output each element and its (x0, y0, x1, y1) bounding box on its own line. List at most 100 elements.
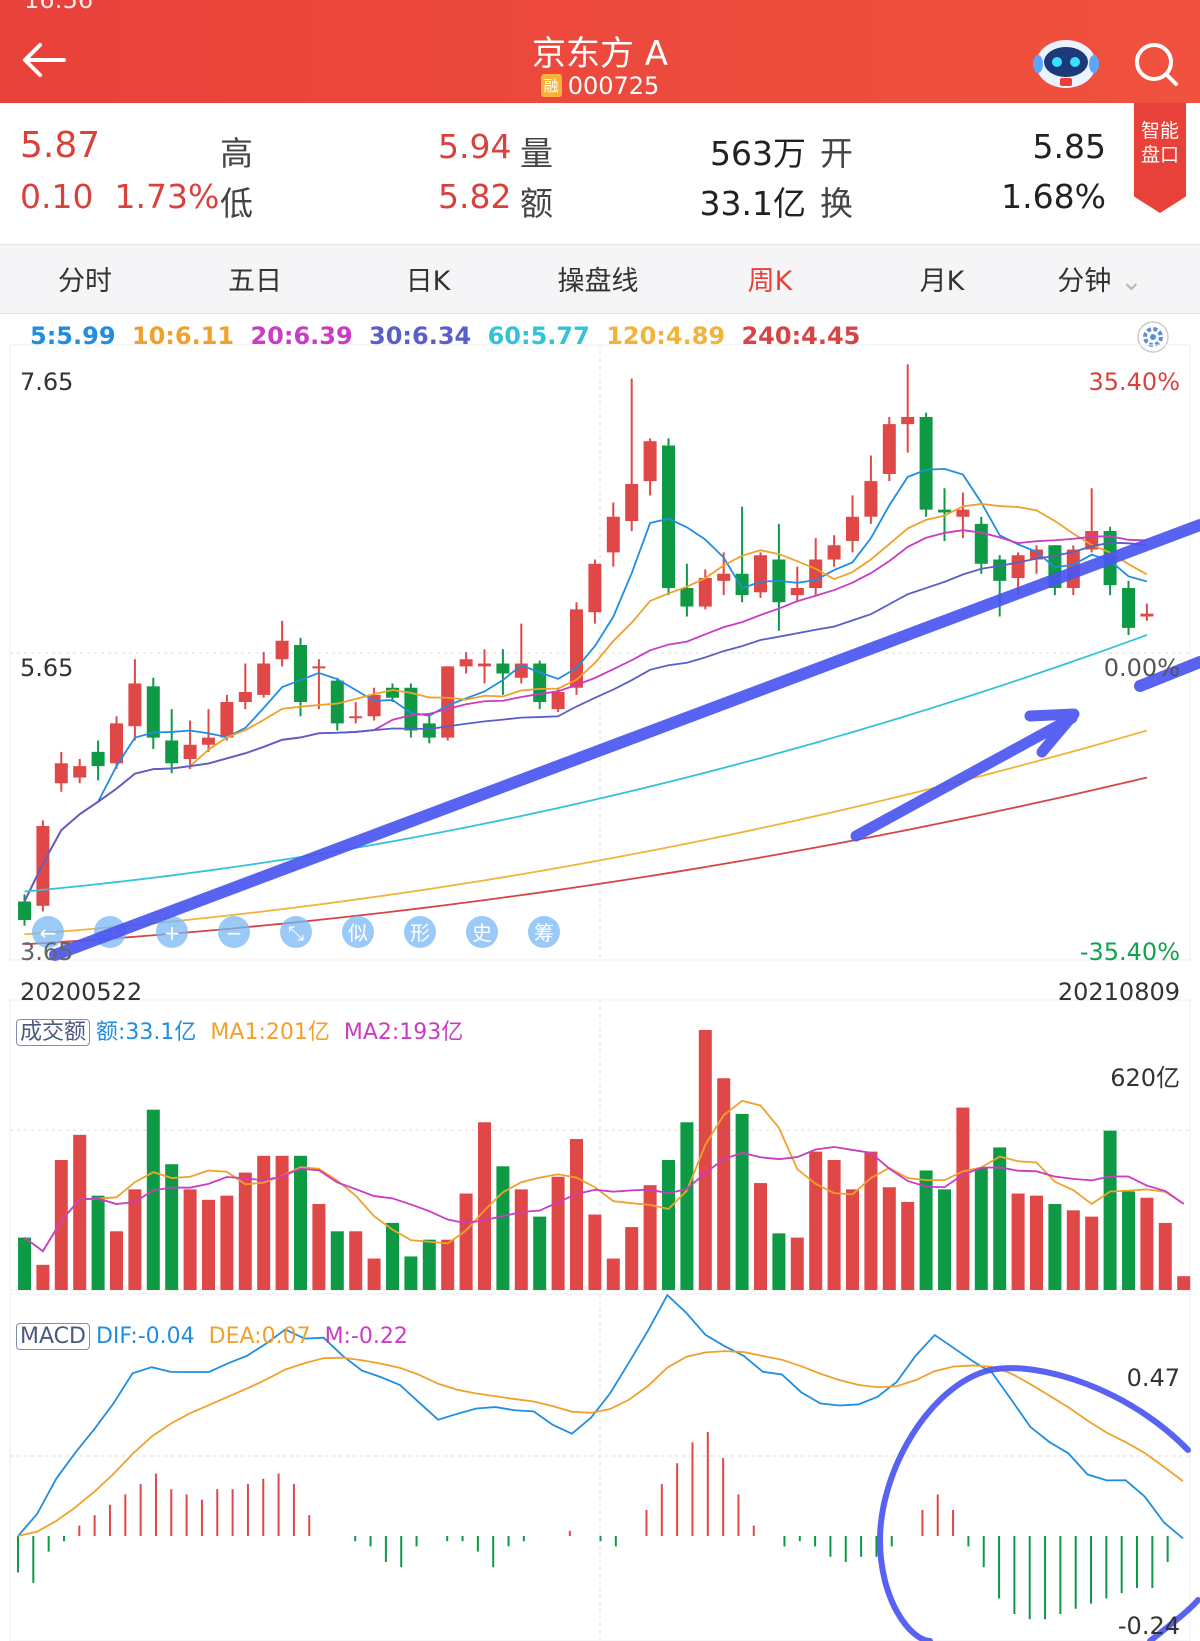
macd-dea: DEA:0.07 (208, 1324, 311, 1349)
macd-legend: MACD DIF:-0.04 DEA:0.07 M:-0.22 (16, 1323, 408, 1350)
chart-tool-button (528, 916, 560, 948)
candle (882, 424, 896, 474)
amount-ma-line (23, 1099, 1185, 1253)
candle (551, 692, 565, 710)
header-bar: 16:56 京东方 A 融 000725 (0, 0, 1200, 103)
ma-line (23, 529, 1147, 902)
amount-bar (183, 1189, 197, 1290)
amount-bar (1030, 1195, 1043, 1290)
drawn-circle-tail (1147, 1597, 1200, 1641)
pct-axis-mid: 0.00% (1103, 654, 1180, 682)
amount-bar (459, 1193, 473, 1290)
chart-tool-button (32, 916, 64, 948)
candle (938, 509, 951, 513)
chart-tool-glyph: ← (40, 921, 57, 945)
search-icon[interactable] (1132, 40, 1180, 88)
amount-bar (754, 1183, 767, 1290)
low-label: 低 (220, 184, 253, 223)
amount-bar (294, 1155, 307, 1290)
candle (459, 659, 473, 667)
amount-current: 额:33.1亿 (96, 1020, 197, 1045)
tab-monthly-k[interactable]: 月K (919, 266, 965, 297)
tab-weekly-k[interactable]: 周K (747, 266, 793, 297)
amount-bar (330, 1231, 344, 1290)
candle (165, 740, 179, 764)
candle (790, 588, 804, 596)
candle (330, 680, 344, 724)
amount-bar (165, 1164, 179, 1290)
candle (238, 692, 252, 702)
candle (404, 687, 418, 731)
candle (386, 687, 399, 698)
amount-bar (1085, 1216, 1099, 1290)
amount-bar (680, 1122, 694, 1290)
candle (1030, 549, 1043, 560)
chart-tool-button (280, 916, 312, 948)
candle (73, 766, 87, 778)
drawn-trendline-stub (1134, 656, 1200, 692)
drawn-arrow (850, 708, 1080, 842)
amount-bar (735, 1113, 749, 1290)
amount-legend: 成交额 额:33.1亿 MA1:201亿 MA2:193亿 (16, 1014, 463, 1046)
ma-line (23, 467, 1148, 902)
candle (809, 559, 823, 588)
amount-bar (588, 1214, 602, 1290)
macd-dea-line (17, 1350, 1184, 1537)
amount-label: 额 (520, 184, 553, 223)
amount-bar (36, 1264, 50, 1290)
macd-axis-top: 0.47 (1126, 1364, 1180, 1392)
macd-indicator-title[interactable]: MACD (16, 1323, 90, 1350)
candle (570, 609, 583, 688)
candle (625, 483, 639, 522)
pct-axis-top: 35.40% (1088, 368, 1180, 396)
amount-bar (238, 1172, 252, 1290)
tab-daily-k[interactable]: 日K (405, 266, 451, 297)
amount-bar (772, 1233, 786, 1290)
pct-axis-bottom: -35.40% (1079, 938, 1180, 966)
candle (974, 523, 988, 564)
candle (294, 645, 307, 702)
candle (864, 481, 878, 517)
candle (643, 441, 657, 482)
robot-assistant-icon[interactable] (1030, 30, 1102, 92)
turnover-value: 1.68% (1001, 177, 1106, 216)
candle (680, 588, 694, 607)
stock-code: 000725 (567, 72, 660, 100)
tab-trading-line[interactable]: 操盘线 (557, 266, 639, 297)
price-change: 0.10 (20, 177, 94, 216)
amount-bar (478, 1122, 491, 1290)
candle (478, 663, 491, 667)
candle (901, 417, 915, 425)
amount-bar (864, 1151, 878, 1290)
tab-intraday[interactable]: 分时 (58, 266, 112, 297)
tab-five-day[interactable]: 五日 (228, 266, 282, 297)
amount-bar (790, 1237, 804, 1290)
candle (257, 663, 271, 695)
high-value: 5.94 (438, 127, 512, 166)
period-tabs: 分时 五日 日K 操盘线 周K 月K 分钟 ⌄ (0, 244, 1200, 314)
chevron-down-icon: ⌄ (1119, 266, 1143, 297)
chart-tool-glyph: 史 (472, 921, 492, 945)
amount-bar (54, 1160, 68, 1290)
amount-bar (938, 1189, 951, 1290)
price-axis-top: 7.65 (20, 368, 74, 396)
amount-bar (367, 1258, 381, 1290)
amount-bar (1103, 1130, 1117, 1290)
candle (220, 702, 234, 738)
amount-bar (974, 1168, 988, 1290)
macd-m: M:-0.22 (324, 1324, 408, 1349)
amount-bar (662, 1160, 675, 1290)
chart-tool-glyph: − (226, 921, 243, 945)
candle (846, 516, 859, 541)
smart-panel-button[interactable]: 智能盘口 (1134, 103, 1186, 213)
tab-minute[interactable]: 分钟 ⌄ (1030, 259, 1170, 298)
chart-tool-glyph: + (164, 921, 181, 945)
back-arrow-icon[interactable] (20, 40, 68, 80)
last-price: 5.87 (20, 125, 101, 166)
amount-bar (441, 1239, 455, 1290)
low-value: 5.82 (438, 177, 512, 216)
amount-bar (625, 1227, 639, 1290)
amount-bar (956, 1107, 970, 1290)
amount-indicator-title[interactable]: 成交额 (16, 1019, 91, 1046)
ma-line (23, 503, 1148, 902)
